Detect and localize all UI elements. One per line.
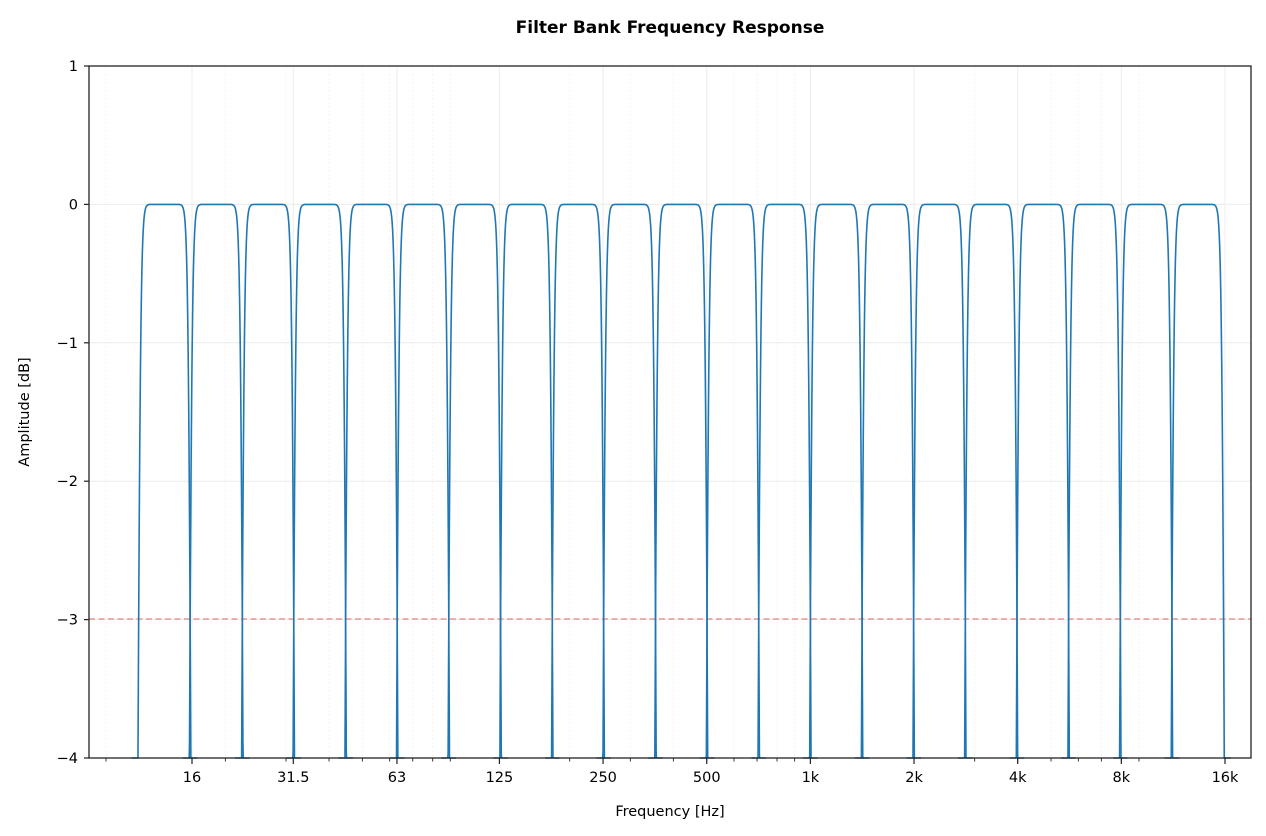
band-response-curve: [286, 203, 353, 759]
y-tick-label: 0: [69, 197, 78, 213]
y-tick-label: −1: [57, 336, 78, 352]
x-tick-label: 2k: [905, 770, 923, 786]
y-axis-label: Amplitude [dB]: [17, 357, 33, 466]
band-response-curve: [182, 203, 250, 759]
x-tick-label: 8k: [1113, 770, 1131, 786]
y-tick-label: −4: [57, 751, 78, 767]
band-response-curve: [648, 203, 715, 759]
band-response-curve: [235, 203, 302, 759]
chart-title: Filter Bank Frequency Response: [516, 18, 825, 38]
x-tick-label: 16k: [1212, 770, 1239, 786]
band-response-curve: [699, 203, 767, 759]
band-response-curve: [906, 203, 973, 759]
y-tick-label: −3: [57, 613, 78, 629]
band-response-curve: [544, 203, 611, 759]
x-tick-label: 16: [183, 770, 201, 786]
x-tick-label: 500: [693, 770, 721, 786]
band-response-curve: [958, 203, 1025, 759]
band-response-curve: [751, 203, 818, 759]
x-axis-label: Frequency [Hz]: [615, 804, 724, 820]
band-response-curve: [131, 203, 198, 759]
band-response-curve: [596, 203, 663, 759]
band-response-curve: [1112, 203, 1180, 759]
band-response-curve: [1164, 203, 1231, 759]
x-tick-label: 31.5: [277, 770, 309, 786]
y-tick-label: 1: [69, 59, 78, 75]
band-response-curve: [1061, 203, 1128, 759]
grid: [89, 65, 1251, 759]
x-axis: 16 31.5 63 125 250 500 1k 2k 4k 8k 16k: [105, 758, 1239, 786]
x-tick-label: 250: [589, 770, 617, 786]
band-response-curve: [338, 203, 405, 759]
y-tick-label: −2: [57, 474, 78, 490]
y-axis: 1 0 −1 −2 −3 −4: [57, 59, 89, 767]
plot-frame: [88, 65, 1252, 759]
band-response-curve: [854, 203, 921, 759]
filter-response-curves: [131, 203, 1231, 759]
band-response-curve: [493, 203, 560, 759]
minor-grid: [105, 66, 1140, 758]
x-tick-label: 125: [486, 770, 514, 786]
band-response-curve: [389, 203, 457, 759]
x-tick-label: 1k: [802, 770, 820, 786]
x-tick-label: 63: [388, 770, 406, 786]
x-tick-label: 4k: [1009, 770, 1027, 786]
band-response-curve: [441, 203, 508, 759]
band-response-curve: [1009, 203, 1076, 759]
band-response-curve: [803, 203, 870, 759]
